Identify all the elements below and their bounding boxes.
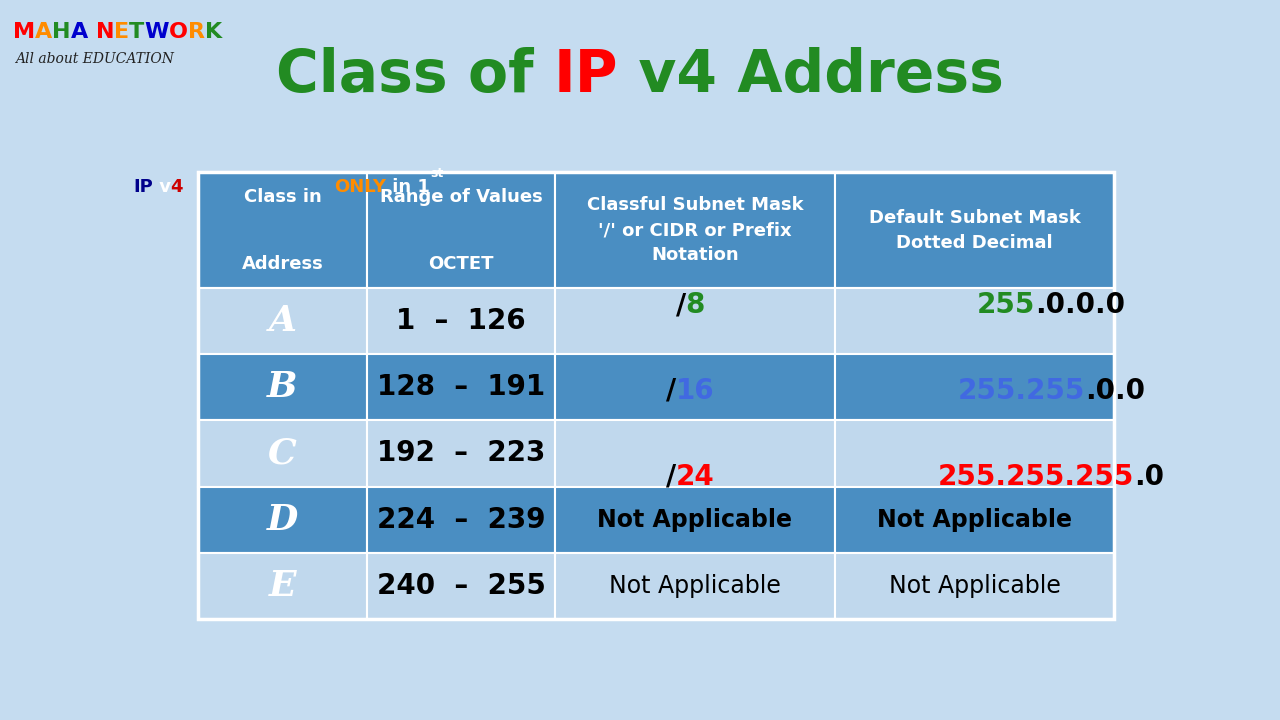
Text: OCTET: OCTET [429, 254, 494, 272]
Bar [367, 289, 556, 354]
Text: E: E [114, 22, 129, 42]
Text: Range of Values: Range of Values [380, 188, 543, 206]
Bar [835, 420, 1115, 487]
Bar [197, 172, 367, 289]
Text: 255: 255 [977, 291, 1036, 319]
Text: 192  –  223: 192 – 223 [378, 439, 545, 467]
Bar [197, 172, 1115, 618]
Text: A: A [35, 22, 52, 42]
Text: N: N [96, 22, 114, 42]
Bar [835, 552, 1115, 618]
Bar [197, 487, 367, 552]
Text: M: M [13, 22, 35, 42]
Text: H: H [52, 22, 70, 42]
Text: R: R [188, 22, 205, 42]
Text: B: B [268, 371, 298, 405]
Text: 8: 8 [686, 291, 705, 319]
Text: Not Applicable: Not Applicable [888, 574, 1060, 598]
Bar [556, 552, 835, 618]
Bar [197, 354, 367, 420]
Text: Default Subnet Mask
Dotted Decimal: Default Subnet Mask Dotted Decimal [869, 209, 1080, 252]
Bar [556, 487, 835, 552]
Bar [556, 172, 835, 289]
Text: ONLY: ONLY [334, 178, 387, 196]
Text: v: v [152, 178, 170, 196]
Text: /: / [676, 291, 686, 319]
Bar [556, 354, 835, 420]
Text: st: st [430, 168, 443, 181]
Text: 255.255: 255.255 [957, 377, 1084, 405]
Text: 4: 4 [170, 178, 183, 196]
Text: Not Applicable: Not Applicable [598, 508, 792, 531]
Text: Class in: Class in [243, 188, 321, 206]
Text: K: K [205, 22, 223, 42]
Text: IP: IP [133, 178, 152, 196]
Text: 224  –  239: 224 – 239 [378, 505, 545, 534]
Bar [556, 289, 835, 354]
Bar [835, 354, 1115, 420]
Text: IP: IP [554, 47, 618, 104]
Text: O: O [169, 22, 188, 42]
Text: C: C [268, 436, 297, 470]
Text: W: W [145, 22, 169, 42]
Bar [367, 172, 556, 289]
Text: .0: .0 [1134, 463, 1165, 491]
Text: Not Applicable: Not Applicable [609, 574, 781, 598]
Text: D: D [266, 503, 298, 536]
Bar [556, 420, 835, 487]
Text: v4 Address: v4 Address [618, 47, 1005, 104]
Text: /: / [666, 463, 676, 491]
Text: Not Applicable: Not Applicable [877, 508, 1073, 531]
Bar [367, 487, 556, 552]
Text: 240  –  255: 240 – 255 [376, 572, 545, 600]
Text: 16: 16 [676, 377, 714, 405]
Text: Classful Subnet Mask
'/' or CIDR or Prefix
Notation: Classful Subnet Mask '/' or CIDR or Pref… [586, 197, 804, 264]
Text: 1  –  126: 1 – 126 [397, 307, 526, 336]
Bar [197, 289, 367, 354]
Bar [367, 552, 556, 618]
Bar [835, 289, 1115, 354]
Text: Address: Address [242, 254, 324, 272]
Bar [835, 172, 1115, 289]
Bar [367, 354, 556, 420]
Text: All about EDUCATION: All about EDUCATION [15, 52, 174, 66]
Text: in 1: in 1 [387, 178, 430, 196]
Text: 24: 24 [676, 463, 714, 491]
Bar [835, 487, 1115, 552]
Text: A: A [70, 22, 88, 42]
Bar [197, 420, 367, 487]
Text: .0.0: .0.0 [1084, 377, 1144, 405]
Text: E: E [269, 569, 296, 603]
Bar [197, 552, 367, 618]
Text: Class of: Class of [275, 47, 554, 104]
Text: A: A [269, 305, 297, 338]
Text: 255.255.255: 255.255.255 [938, 463, 1134, 491]
Text: .0.0.0: .0.0.0 [1036, 291, 1125, 319]
Text: 128  –  191: 128 – 191 [378, 374, 545, 402]
Text: /: / [666, 377, 676, 405]
Text: T: T [129, 22, 145, 42]
Bar [367, 420, 556, 487]
